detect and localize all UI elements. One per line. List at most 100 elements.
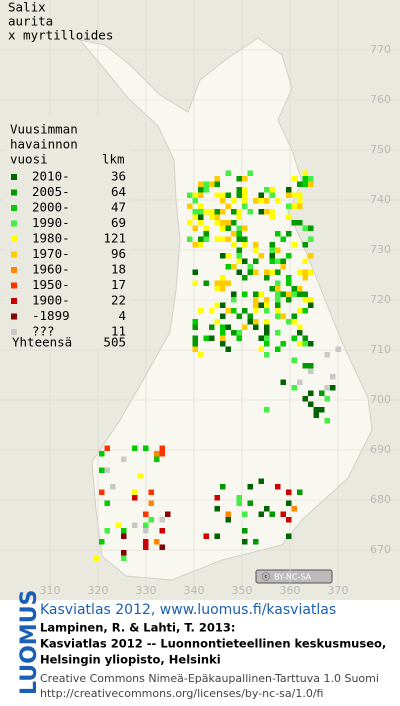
observation-square — [291, 220, 297, 226]
legend-label: ??? — [32, 324, 55, 339]
observation-square — [192, 280, 198, 286]
observation-square — [236, 214, 242, 220]
observation-square — [203, 209, 209, 215]
observation-square — [302, 363, 308, 369]
observation-square — [253, 297, 259, 303]
observation-square — [148, 500, 154, 506]
observation-square — [242, 203, 248, 209]
observation-square — [165, 511, 171, 517]
observation-square — [291, 176, 297, 182]
observation-square — [258, 335, 264, 341]
citation: Lampinen, R. & Lahti, T. 2013: — [40, 621, 235, 635]
observation-square — [214, 286, 220, 292]
observation-square — [308, 302, 314, 308]
observation-square — [308, 269, 314, 275]
legend-swatch — [11, 282, 17, 289]
observation-square — [203, 181, 209, 187]
observation-square — [297, 269, 303, 275]
observation-square — [280, 313, 286, 319]
observation-square — [242, 242, 248, 248]
observation-square — [280, 291, 286, 297]
observation-square — [132, 522, 138, 528]
observation-square — [192, 225, 198, 231]
observation-square — [275, 313, 281, 319]
legend-count: 18 — [111, 262, 126, 277]
observation-square — [291, 192, 297, 198]
observation-square — [258, 198, 264, 204]
observation-square — [275, 308, 281, 314]
observation-square — [236, 209, 242, 215]
site-link[interactable]: Kasviatlas 2012, www.luomus.fi/kasviatla… — [40, 602, 336, 618]
observation-square — [214, 495, 220, 501]
observation-square — [258, 209, 264, 215]
observation-square — [242, 187, 248, 193]
observation-square — [220, 280, 226, 286]
observation-square — [258, 192, 264, 198]
observation-square — [242, 176, 248, 182]
observation-square — [275, 247, 281, 253]
observation-square — [159, 451, 165, 457]
observation-square — [308, 236, 314, 242]
observation-square — [214, 319, 220, 325]
observation-square — [236, 225, 242, 231]
citation: Helsingin yliopisto, Helsinki — [40, 653, 221, 667]
observation-square — [269, 187, 275, 193]
observation-square — [264, 335, 270, 341]
observation-square — [269, 269, 275, 275]
observation-square — [220, 192, 226, 198]
observation-square — [209, 181, 215, 187]
observation-square — [225, 192, 231, 198]
observation-square — [192, 324, 198, 330]
observation-square — [242, 511, 248, 517]
observation-square — [143, 539, 149, 545]
observation-square — [121, 550, 127, 556]
observation-square — [242, 539, 248, 545]
observation-square — [269, 242, 275, 248]
observation-square — [297, 181, 303, 187]
observation-square — [220, 484, 226, 490]
observation-square — [209, 209, 215, 215]
observation-square — [308, 225, 314, 231]
observation-square — [143, 445, 149, 451]
observation-square — [231, 242, 237, 248]
observation-square — [198, 187, 204, 193]
observation-square — [253, 291, 259, 297]
observation-square — [297, 308, 303, 314]
legend-count: 121 — [103, 231, 126, 246]
observation-square — [286, 214, 292, 220]
x-axis-label: 360 — [280, 584, 301, 597]
observation-square — [209, 335, 215, 341]
observation-square — [225, 236, 231, 242]
observation-square — [280, 511, 286, 517]
observation-square — [275, 280, 281, 286]
observation-square — [291, 286, 297, 292]
observation-square — [236, 236, 242, 242]
observation-square — [214, 214, 220, 220]
species-name: x myrtilloides — [8, 28, 113, 43]
observation-square — [264, 275, 270, 281]
observation-square — [242, 528, 248, 534]
observation-square — [264, 187, 270, 193]
observation-square — [143, 544, 149, 550]
legend-label: 1900- — [32, 293, 70, 308]
observation-square — [231, 209, 237, 215]
observation-square — [110, 484, 116, 490]
observation-square — [198, 220, 204, 226]
observation-square — [297, 203, 303, 209]
observation-square — [192, 335, 198, 341]
observation-square — [198, 308, 204, 314]
observation-square — [253, 242, 259, 248]
citation: Kasviatlas 2012 -- Luonnontieteellinen k… — [40, 637, 386, 651]
y-axis-label: 770 — [370, 43, 391, 56]
y-axis-label: 710 — [370, 343, 391, 356]
observation-square — [297, 324, 303, 330]
observation-square — [214, 280, 220, 286]
observation-square — [308, 341, 314, 347]
observation-square — [247, 313, 253, 319]
observation-square — [280, 379, 286, 385]
observation-square — [192, 214, 198, 220]
observation-square — [253, 319, 259, 325]
observation-square — [99, 539, 105, 545]
observation-square — [308, 390, 314, 396]
observation-square — [253, 247, 259, 253]
